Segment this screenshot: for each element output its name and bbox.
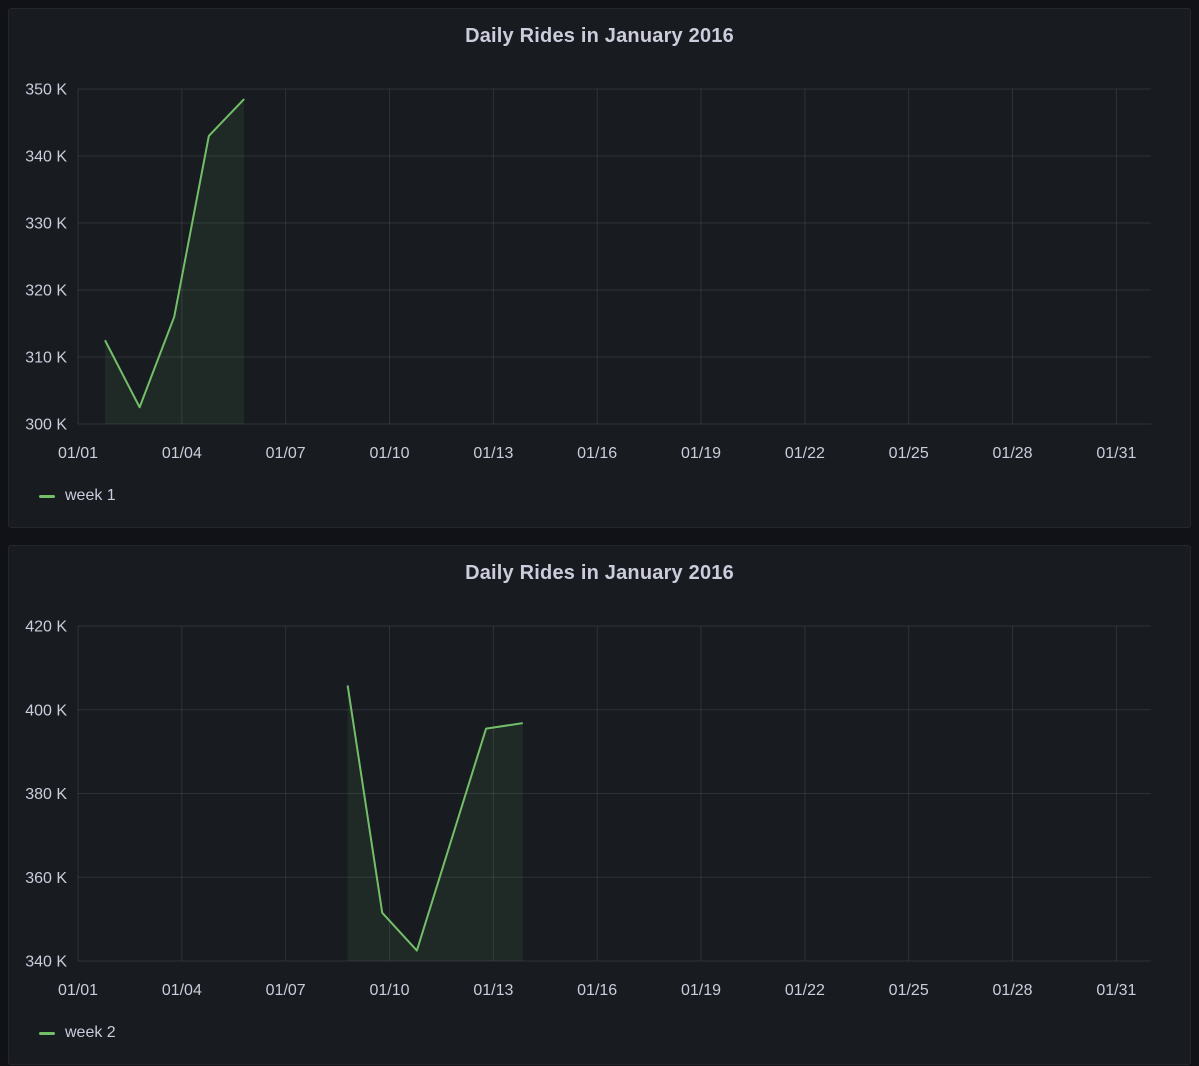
chart-week2-plot-area[interactable]: 420 K 400 K 380 K 360 K 340 K 01/01 01/04 01/07… [9,546,1192,1066]
x-axis-tick-label: 01/19 [681,982,721,999]
legend-item-week1[interactable]: week 1 [39,483,116,509]
x-axis-tick-label: 01/28 [993,445,1033,462]
y-axis-tick-label: 330 K [25,216,67,233]
x-axis-tick-label: 01/25 [889,445,929,462]
x-axis-tick-label: 01/01 [58,445,98,462]
y-axis-tick-label: 350 K [25,82,67,99]
y-axis-tick-label: 380 K [25,786,67,803]
panel-week1: Daily Rides in January 2016 350 K 340 K 33… [8,8,1191,528]
x-axis-tick-label: 01/22 [785,982,825,999]
series-line [104,98,245,409]
x-axis-tick-label: 01/31 [1096,982,1136,999]
y-axis-tick-label: 320 K [25,283,67,300]
legend-series-color-icon [39,494,55,498]
y-axis-tick-label: 360 K [25,870,67,887]
x-axis-tick-label: 01/01 [58,982,98,999]
y-axis-tick-label: 340 K [25,954,67,971]
x-axis-tick-label: 01/10 [369,982,409,999]
chart-week1-plot-area[interactable]: 350 K 340 K 330 K 320 K 310 K 300 K 01/01 01/04… [9,9,1192,529]
x-axis-tick-label: 01/25 [889,982,929,999]
x-axis-tick-label: 01/10 [369,445,409,462]
legend-series-color-icon [39,1031,55,1035]
series-line [346,685,523,952]
panel-week2: Daily Rides in January 2016 420 K 400 K 38… [8,545,1191,1065]
legend-item-week2[interactable]: week 2 [39,1020,116,1046]
y-axis-tick-label: 420 K [25,619,67,636]
x-axis-tick-label: 01/28 [993,982,1033,999]
x-axis-tick-label: 01/31 [1096,445,1136,462]
legend-series-label: week 2 [65,1024,116,1041]
legend-series-label: week 1 [65,487,116,504]
panel-title[interactable]: Daily Rides in January 2016 [465,562,734,584]
y-axis-tick-label: 310 K [25,350,67,367]
y-axis-tick-label: 400 K [25,702,67,719]
y-axis-tick-label: 340 K [25,149,67,166]
x-axis-tick-label: 01/16 [577,982,617,999]
x-axis-tick-label: 01/04 [162,445,202,462]
x-axis-tick-label: 01/07 [266,445,306,462]
x-axis-tick-label: 01/04 [162,982,202,999]
x-axis-tick-label: 01/13 [473,982,513,999]
x-axis-tick-label: 01/22 [785,445,825,462]
y-axis-tick-label: 300 K [25,417,67,434]
x-axis-tick-label: 01/13 [473,445,513,462]
x-axis-tick-label: 01/16 [577,445,617,462]
x-axis-tick-label: 01/07 [266,982,306,999]
panel-title[interactable]: Daily Rides in January 2016 [465,25,734,47]
series-area-fill [104,99,245,425]
x-axis-tick-label: 01/19 [681,445,721,462]
